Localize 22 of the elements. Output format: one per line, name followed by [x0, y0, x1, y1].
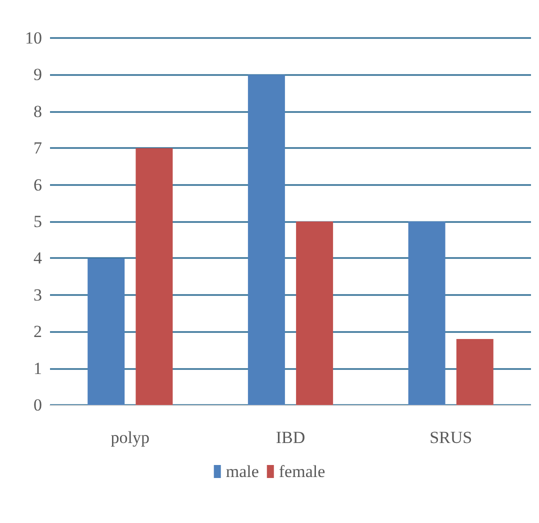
y-tick-label: 4: [34, 248, 42, 268]
bar: [88, 258, 125, 405]
y-tick-label: 9: [34, 65, 42, 84]
x-tick-label: SRUS: [430, 428, 472, 447]
y-tick-label: 0: [34, 396, 42, 414]
y-tick-label: 10: [25, 28, 42, 48]
bar: [296, 222, 334, 405]
y-tick-label: 6: [34, 175, 42, 194]
legend-label: female: [278, 462, 326, 481]
legend-label: male: [226, 462, 259, 481]
y-tick-label: 8: [34, 102, 42, 121]
y-tick-label: 1: [34, 358, 42, 378]
bar: [408, 222, 446, 405]
bar: [456, 338, 494, 405]
y-tick-label: 7: [34, 138, 42, 158]
bar: [248, 74, 285, 405]
y-tick-label: 2: [34, 322, 42, 342]
x-tick-label: polyp: [110, 428, 150, 447]
y-tick-label: 3: [34, 285, 42, 304]
y-tick-label: 5: [34, 212, 42, 231]
x-tick-label: IBD: [276, 428, 306, 447]
bar: [136, 148, 173, 405]
